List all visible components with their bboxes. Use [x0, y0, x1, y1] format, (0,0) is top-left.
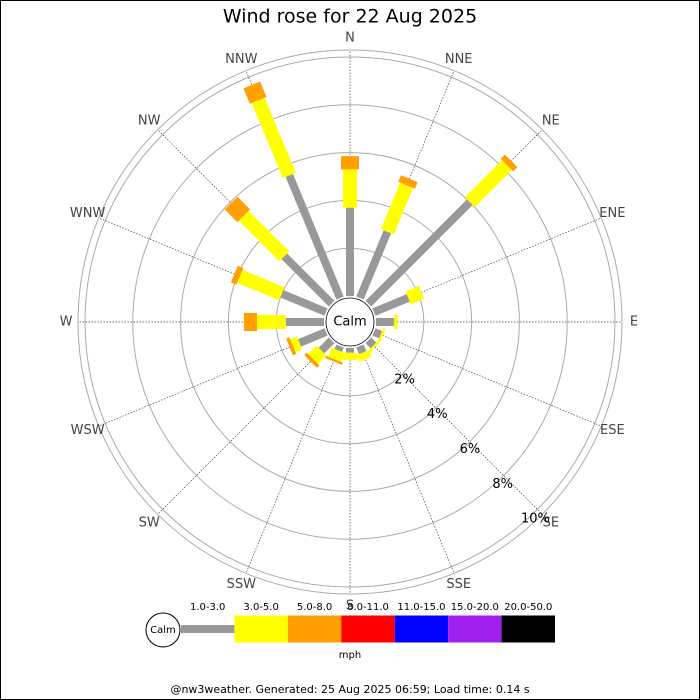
bar-segment — [224, 196, 251, 223]
direction-label: NNE — [445, 52, 473, 67]
spoke — [373, 331, 602, 427]
bar-segment — [237, 269, 285, 301]
bar-segment — [334, 344, 344, 352]
bar-segment — [230, 265, 244, 285]
bar-segment — [325, 355, 343, 365]
direction-label: WSW — [71, 423, 105, 438]
legend-label: 11.0-15.0 — [397, 602, 445, 613]
bar-segment — [356, 344, 367, 355]
legend-label: 15.0-20.0 — [451, 602, 499, 613]
bar-segment — [356, 230, 392, 300]
legend-swatch — [501, 615, 555, 643]
calm-circle — [325, 297, 375, 347]
direction-label: S — [346, 599, 354, 614]
direction-label: E — [630, 315, 638, 330]
bar-segment — [464, 160, 512, 208]
ring — [180, 152, 520, 492]
bar-segment — [398, 175, 418, 189]
bar-segment — [372, 328, 383, 339]
ring-label: 4% — [427, 407, 448, 422]
legend: Calm 1.0-3.0 3.0-5.0 5.0-8.0 8.0-11.0 11.0-15… — [145, 602, 555, 648]
spoke — [98, 331, 327, 427]
legend-swatch — [287, 615, 342, 643]
bar-segment — [238, 210, 290, 262]
bar-segment — [365, 337, 377, 349]
direction-label: WNW — [70, 206, 106, 221]
direction-label: ENE — [599, 206, 625, 221]
footer: @nw3weather. Generated: 25 Aug 2025 06:5… — [170, 683, 529, 696]
rose: N NNE NE ENE E ESE SE SSE S SSW SW WSW W WNW NW NNW Calm… — [60, 31, 639, 614]
direction-label: SSW — [227, 577, 257, 592]
bar-segment — [304, 352, 320, 368]
spoke — [368, 340, 543, 515]
ring-label: 2% — [394, 372, 415, 387]
bar-segment — [500, 154, 518, 172]
direction-label: N — [345, 31, 355, 46]
legend-label: 3.0-5.0 — [243, 602, 278, 613]
spoke — [245, 345, 341, 574]
bar-segment — [405, 285, 425, 305]
direction-label: ESE — [600, 423, 625, 438]
bar-segment — [368, 340, 381, 353]
bar-segment — [281, 253, 335, 307]
bar-segment — [365, 199, 473, 307]
bar-segment — [318, 337, 335, 354]
outer-ring — [77, 49, 623, 595]
bar-segment — [251, 97, 296, 179]
direction-label: SSE — [446, 577, 471, 592]
legend-label: 8.0-11.0 — [347, 602, 389, 613]
ring-label: 6% — [460, 442, 481, 457]
ring-label: 8% — [492, 477, 513, 492]
legend-swatch — [181, 625, 235, 633]
bar-segment — [243, 81, 267, 104]
ring — [84, 56, 616, 588]
calm-label: Calm — [333, 315, 366, 330]
legend-label: 1.0-3.0 — [190, 602, 225, 613]
spoke — [98, 217, 327, 313]
bar-segment — [286, 337, 297, 356]
direction-label: SW — [139, 515, 160, 530]
direction-label: NNW — [225, 52, 257, 67]
bar-segment — [308, 345, 327, 364]
spoke — [373, 217, 602, 313]
legend-calm — [145, 612, 181, 648]
bar-segment — [285, 173, 344, 300]
legend-swatch — [394, 615, 449, 643]
direction-label: NW — [138, 114, 161, 129]
legend-calm-label: Calm — [150, 625, 176, 636]
ring-label: 10% — [521, 512, 550, 527]
bar-segment — [380, 182, 414, 235]
direction-label: W — [60, 315, 73, 330]
legend-label: 20.0-50.0 — [504, 602, 552, 613]
legend-swatch — [234, 615, 288, 643]
units-label: mph — [339, 650, 361, 661]
legend-swatch — [341, 615, 395, 643]
bar-segment — [356, 349, 372, 362]
legend-label: 5.0-8.0 — [297, 602, 332, 613]
bar-segment — [372, 294, 410, 316]
ring — [132, 104, 568, 540]
legend-swatch — [448, 615, 502, 643]
chart-title: Wind rose for 22 Aug 2025 — [223, 6, 477, 28]
spoke — [359, 345, 455, 574]
direction-label: SE — [543, 515, 559, 530]
bar-segment — [297, 328, 328, 347]
bar-segment — [290, 336, 303, 353]
spoke — [157, 340, 332, 515]
bar-segment — [377, 328, 386, 343]
direction-label: NE — [542, 114, 560, 129]
bar-segment — [328, 347, 345, 362]
bar-segment — [280, 290, 328, 316]
